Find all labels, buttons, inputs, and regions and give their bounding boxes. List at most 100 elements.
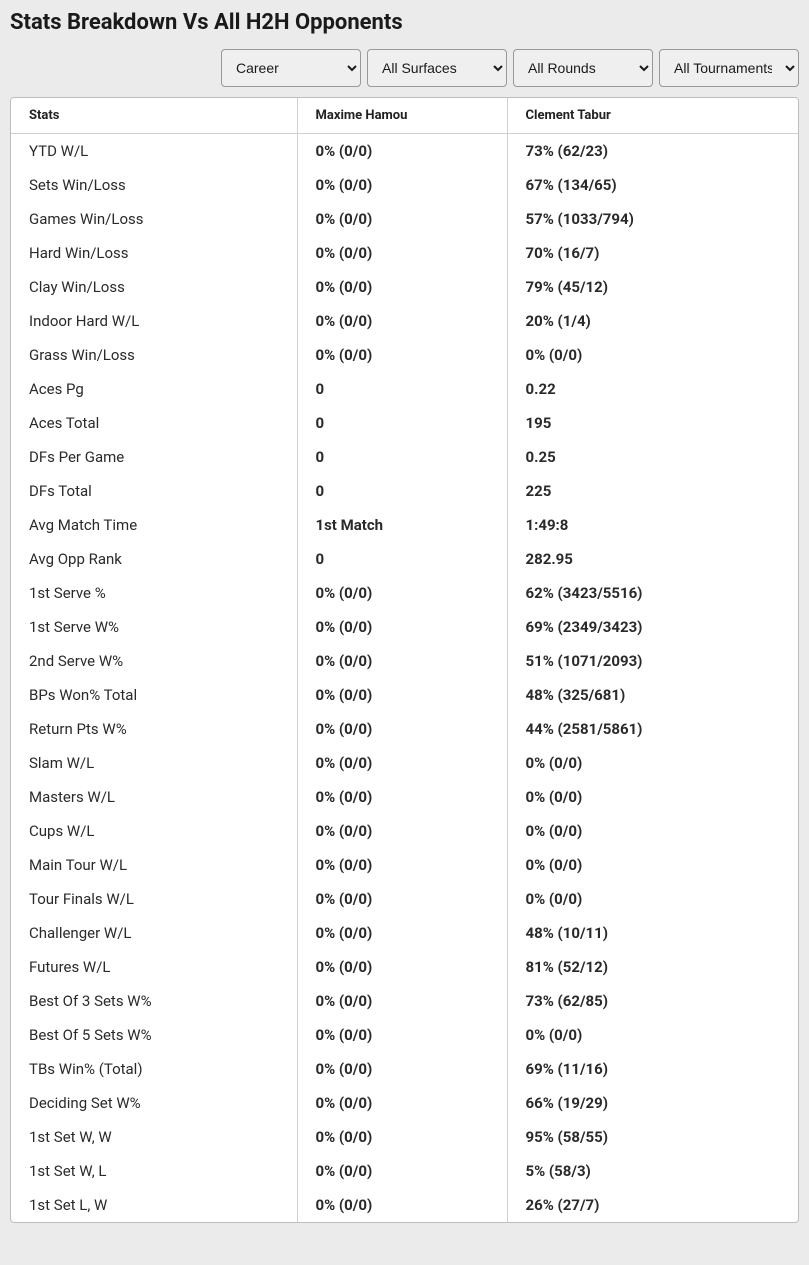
filter-bar: Career All Surfaces All Rounds All Tourn… xyxy=(0,49,809,97)
stat-label: YTD W/L xyxy=(11,134,297,169)
table-row: DFs Per Game00.25 xyxy=(11,440,798,474)
player1-value: 0% (0/0) xyxy=(297,984,507,1018)
player2-value: 225 xyxy=(507,474,798,508)
player1-value: 0 xyxy=(297,440,507,474)
stat-label: DFs Total xyxy=(11,474,297,508)
table-header-row: Stats Maxime Hamou Clement Tabur xyxy=(11,98,798,134)
table-row: Aces Total0195 xyxy=(11,406,798,440)
player1-value: 0% (0/0) xyxy=(297,304,507,338)
player2-value: 79% (45/12) xyxy=(507,270,798,304)
stat-label: Futures W/L xyxy=(11,950,297,984)
table-row: Deciding Set W%0% (0/0)66% (19/29) xyxy=(11,1086,798,1120)
player1-value: 0% (0/0) xyxy=(297,168,507,202)
player1-value: 0% (0/0) xyxy=(297,1188,507,1222)
stat-label: Sets Win/Loss xyxy=(11,168,297,202)
table-row: BPs Won% Total0% (0/0)48% (325/681) xyxy=(11,678,798,712)
stat-label: Masters W/L xyxy=(11,780,297,814)
player2-value: 195 xyxy=(507,406,798,440)
table-row: Futures W/L0% (0/0)81% (52/12) xyxy=(11,950,798,984)
player1-value: 0% (0/0) xyxy=(297,270,507,304)
player2-value: 0.25 xyxy=(507,440,798,474)
player2-value: 57% (1033/794) xyxy=(507,202,798,236)
stat-label: Tour Finals W/L xyxy=(11,882,297,916)
stat-label: 1st Set W, W xyxy=(11,1120,297,1154)
player1-value: 0 xyxy=(297,372,507,406)
stat-label: Avg Opp Rank xyxy=(11,542,297,576)
stat-label: DFs Per Game xyxy=(11,440,297,474)
player2-value: 62% (3423/5516) xyxy=(507,576,798,610)
stat-label: Grass Win/Loss xyxy=(11,338,297,372)
table-row: Tour Finals W/L0% (0/0)0% (0/0) xyxy=(11,882,798,916)
table-row: 1st Set W, W0% (0/0)95% (58/55) xyxy=(11,1120,798,1154)
table-row: 1st Serve %0% (0/0)62% (3423/5516) xyxy=(11,576,798,610)
player2-value: 73% (62/85) xyxy=(507,984,798,1018)
player2-value: 48% (10/11) xyxy=(507,916,798,950)
player2-value: 0% (0/0) xyxy=(507,780,798,814)
player2-value: 95% (58/55) xyxy=(507,1120,798,1154)
table-row: Main Tour W/L0% (0/0)0% (0/0) xyxy=(11,848,798,882)
player2-value: 73% (62/23) xyxy=(507,134,798,169)
player1-value: 0 xyxy=(297,406,507,440)
player1-value: 0% (0/0) xyxy=(297,1086,507,1120)
player2-value: 0% (0/0) xyxy=(507,814,798,848)
player2-value: 69% (11/16) xyxy=(507,1052,798,1086)
table-row: Hard Win/Loss0% (0/0)70% (16/7) xyxy=(11,236,798,270)
round-select[interactable]: All Rounds xyxy=(513,49,653,87)
player2-value: 48% (325/681) xyxy=(507,678,798,712)
player2-value: 1:49:8 xyxy=(507,508,798,542)
table-row: Games Win/Loss0% (0/0)57% (1033/794) xyxy=(11,202,798,236)
player1-value: 0% (0/0) xyxy=(297,236,507,270)
player1-value: 0% (0/0) xyxy=(297,882,507,916)
period-select[interactable]: Career xyxy=(221,49,361,87)
stat-label: 1st Set W, L xyxy=(11,1154,297,1188)
stat-label: Aces Total xyxy=(11,406,297,440)
player2-value: 20% (1/4) xyxy=(507,304,798,338)
player2-value: 0% (0/0) xyxy=(507,1018,798,1052)
stat-label: Main Tour W/L xyxy=(11,848,297,882)
table-row: Best Of 3 Sets W%0% (0/0)73% (62/85) xyxy=(11,984,798,1018)
header-player2: Clement Tabur xyxy=(507,98,798,134)
player2-value: 26% (27/7) xyxy=(507,1188,798,1222)
stat-label: Slam W/L xyxy=(11,746,297,780)
stat-label: 1st Serve W% xyxy=(11,610,297,644)
table-row: Aces Pg00.22 xyxy=(11,372,798,406)
player1-value: 0% (0/0) xyxy=(297,134,507,169)
stat-label: Hard Win/Loss xyxy=(11,236,297,270)
table-row: Best Of 5 Sets W%0% (0/0)0% (0/0) xyxy=(11,1018,798,1052)
header-player1: Maxime Hamou xyxy=(297,98,507,134)
player2-value: 0.22 xyxy=(507,372,798,406)
player1-value: 0% (0/0) xyxy=(297,848,507,882)
stat-label: Indoor Hard W/L xyxy=(11,304,297,338)
page-title: Stats Breakdown Vs All H2H Opponents xyxy=(0,0,809,49)
table-row: TBs Win% (Total)0% (0/0)69% (11/16) xyxy=(11,1052,798,1086)
stat-label: Best Of 3 Sets W% xyxy=(11,984,297,1018)
stat-label: Clay Win/Loss xyxy=(11,270,297,304)
tournament-select[interactable]: All Tournaments xyxy=(659,49,799,87)
stat-label: Games Win/Loss xyxy=(11,202,297,236)
surface-select[interactable]: All Surfaces xyxy=(367,49,507,87)
player1-value: 0% (0/0) xyxy=(297,1154,507,1188)
table-row: 1st Set W, L0% (0/0)5% (58/3) xyxy=(11,1154,798,1188)
player2-value: 0% (0/0) xyxy=(507,746,798,780)
player2-value: 0% (0/0) xyxy=(507,338,798,372)
player1-value: 0% (0/0) xyxy=(297,814,507,848)
player2-value: 69% (2349/3423) xyxy=(507,610,798,644)
player2-value: 282.95 xyxy=(507,542,798,576)
table-row: Sets Win/Loss0% (0/0)67% (134/65) xyxy=(11,168,798,202)
player1-value: 0% (0/0) xyxy=(297,610,507,644)
header-stat: Stats xyxy=(11,98,297,134)
table-row: Slam W/L0% (0/0)0% (0/0) xyxy=(11,746,798,780)
player1-value: 0% (0/0) xyxy=(297,712,507,746)
player2-value: 5% (58/3) xyxy=(507,1154,798,1188)
stat-label: 2nd Serve W% xyxy=(11,644,297,678)
player2-value: 0% (0/0) xyxy=(507,882,798,916)
table-row: DFs Total0225 xyxy=(11,474,798,508)
stat-label: Cups W/L xyxy=(11,814,297,848)
stat-label: TBs Win% (Total) xyxy=(11,1052,297,1086)
stat-label: 1st Set L, W xyxy=(11,1188,297,1222)
player2-value: 0% (0/0) xyxy=(507,848,798,882)
table-row: 2nd Serve W%0% (0/0)51% (1071/2093) xyxy=(11,644,798,678)
player2-value: 66% (19/29) xyxy=(507,1086,798,1120)
player1-value: 0% (0/0) xyxy=(297,780,507,814)
table-row: Challenger W/L0% (0/0)48% (10/11) xyxy=(11,916,798,950)
